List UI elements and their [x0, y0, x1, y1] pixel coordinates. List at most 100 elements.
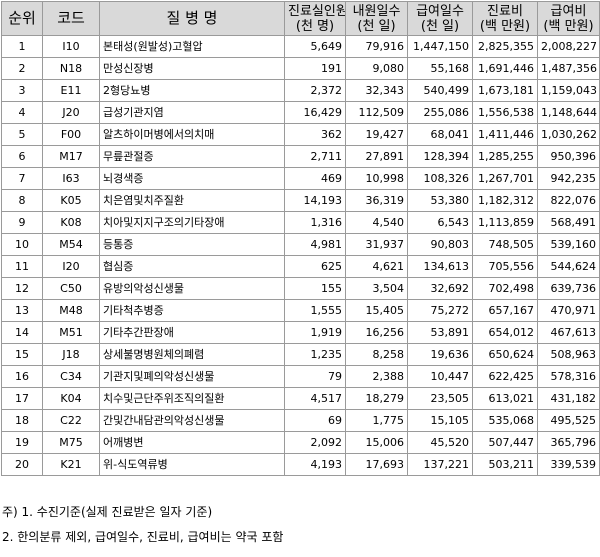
table-row: 17 K04 치수및근단주위조직의질환 4,517 18,279 23,505 613,02… [1, 387, 600, 410]
cell-disease: 기타추간판장애 [99, 321, 285, 344]
cell-benefit-days: 1,447,150 [407, 35, 473, 58]
cell-patients: 5,649 [284, 35, 346, 58]
table-row: 18 C22 간및간내담관의악성신생물 69 1,775 15,105 535,068 495… [1, 409, 600, 432]
header-benefit-cost: 급여비 (백 만원) [537, 1, 600, 36]
table-header: 순위 코드 질 병 명 진료실인원 (천 명) 내원일수 (천 일) 급여일수 (천 … [1, 1, 600, 36]
header-visit-days: 내원일수 (천 일) [345, 1, 408, 36]
cell-benefit-cost: 470,971 [537, 299, 600, 322]
cell-patients: 2,372 [284, 79, 346, 102]
cell-medical-cost: 535,068 [472, 409, 538, 432]
cell-code: K21 [42, 453, 100, 476]
cell-visit-days: 4,621 [345, 255, 408, 278]
cell-medical-cost: 657,167 [472, 299, 538, 322]
cell-visit-days: 79,916 [345, 35, 408, 58]
header-benefit-days-line2: (천 일) [420, 18, 460, 34]
cell-code: C50 [42, 277, 100, 300]
header-visit-days-line2: (천 일) [357, 18, 396, 34]
cell-disease: 알츠하이머병에서의치매 [99, 123, 285, 146]
cell-benefit-cost: 1,148,644 [537, 101, 600, 124]
header-medical-cost-line2: (백 만원) [479, 18, 531, 34]
cell-patients: 191 [284, 57, 346, 80]
cell-benefit-cost: 2,008,227 [537, 35, 600, 58]
cell-visit-days: 15,006 [345, 431, 408, 454]
cell-medical-cost: 1,267,701 [472, 167, 538, 190]
table-body: 1 I10 본태성(원발성)고혈압 5,649 79,916 1,447,150 2,825… [1, 35, 600, 476]
cell-visit-days: 10,998 [345, 167, 408, 190]
cell-medical-cost: 1,113,859 [472, 211, 538, 234]
cell-patients: 14,193 [284, 189, 346, 212]
table-row: 2 N18 만성신장병 191 9,080 55,168 1,691,446 1,487,35… [1, 57, 600, 80]
table-row: 14 M51 기타추간판장애 1,919 16,256 53,891 654,012 467,… [1, 321, 600, 344]
cell-code: C22 [42, 409, 100, 432]
cell-benefit-days: 15,105 [407, 409, 473, 432]
cell-patients: 4,981 [284, 233, 346, 256]
cell-benefit-days: 19,636 [407, 343, 473, 366]
cell-rank: 4 [1, 101, 43, 124]
footnote-2: 2. 한의분류 제외, 급여일수, 진료비, 급여비는 약국 포함 [2, 530, 284, 544]
cell-rank: 17 [1, 387, 43, 410]
cell-code: K08 [42, 211, 100, 234]
cell-benefit-cost: 431,182 [537, 387, 600, 410]
table-row: 10 M54 등통증 4,981 31,937 90,803 748,505 539,160 [1, 233, 600, 256]
cell-rank: 2 [1, 57, 43, 80]
header-visit-days-line1: 내원일수 [352, 3, 401, 19]
cell-medical-cost: 1,285,255 [472, 145, 538, 168]
cell-disease: 치아및지지구조의기타장애 [99, 211, 285, 234]
table-row: 4 J20 급성기관지염 16,429 112,509 255,086 1,556,538 1… [1, 101, 600, 124]
cell-patients: 4,193 [284, 453, 346, 476]
table-row: 8 K05 치은염및치주질환 14,193 36,319 53,380 1,182,312 8… [1, 189, 600, 212]
cell-rank: 1 [1, 35, 43, 58]
cell-disease: 기관지및폐의악성신생물 [99, 365, 285, 388]
cell-visit-days: 31,937 [345, 233, 408, 256]
cell-code: N18 [42, 57, 100, 80]
cell-medical-cost: 1,673,181 [472, 79, 538, 102]
cell-code: I20 [42, 255, 100, 278]
cell-benefit-days: 128,394 [407, 145, 473, 168]
cell-patients: 1,919 [284, 321, 346, 344]
cell-visit-days: 27,891 [345, 145, 408, 168]
cell-rank: 8 [1, 189, 43, 212]
cell-patients: 4,517 [284, 387, 346, 410]
table-row: 6 M17 무릎관절증 2,711 27,891 128,394 1,285,255 950,… [1, 145, 600, 168]
cell-benefit-cost: 1,030,262 [537, 123, 600, 146]
cell-disease: 유방의악성신생물 [99, 277, 285, 300]
header-rank: 순위 [1, 1, 43, 36]
cell-rank: 20 [1, 453, 43, 476]
cell-medical-cost: 1,411,446 [472, 123, 538, 146]
cell-disease: 위-식도역류병 [99, 453, 285, 476]
header-medical-cost: 진료비 (백 만원) [472, 1, 538, 36]
cell-code: J20 [42, 101, 100, 124]
table-row: 11 I20 협심증 625 4,621 134,613 705,556 544,624 [1, 255, 600, 278]
cell-benefit-days: 6,543 [407, 211, 473, 234]
cell-benefit-cost: 568,491 [537, 211, 600, 234]
cell-rank: 3 [1, 79, 43, 102]
cell-medical-cost: 702,498 [472, 277, 538, 300]
cell-rank: 13 [1, 299, 43, 322]
cell-benefit-days: 134,613 [407, 255, 473, 278]
cell-code: M54 [42, 233, 100, 256]
cell-benefit-cost: 950,396 [537, 145, 600, 168]
cell-patients: 79 [284, 365, 346, 388]
cell-patients: 155 [284, 277, 346, 300]
cell-patients: 469 [284, 167, 346, 190]
cell-medical-cost: 507,447 [472, 431, 538, 454]
cell-disease: 급성기관지염 [99, 101, 285, 124]
cell-benefit-cost: 942,235 [537, 167, 600, 190]
header-benefit-days: 급여일수 (천 일) [407, 1, 473, 36]
cell-disease: 만성신장병 [99, 57, 285, 80]
cell-visit-days: 17,693 [345, 453, 408, 476]
cell-rank: 7 [1, 167, 43, 190]
cell-visit-days: 2,388 [345, 365, 408, 388]
cell-rank: 9 [1, 211, 43, 234]
cell-patients: 2,711 [284, 145, 346, 168]
cell-benefit-days: 55,168 [407, 57, 473, 80]
footnote-1: 주) 1. 수진기준(실제 진료받은 일자 기준) [2, 505, 213, 519]
cell-visit-days: 4,540 [345, 211, 408, 234]
cell-benefit-cost: 1,487,356 [537, 57, 600, 80]
cell-code: M51 [42, 321, 100, 344]
cell-benefit-days: 137,221 [407, 453, 473, 476]
cell-visit-days: 9,080 [345, 57, 408, 80]
cell-benefit-cost: 339,539 [537, 453, 600, 476]
cell-benefit-days: 53,380 [407, 189, 473, 212]
